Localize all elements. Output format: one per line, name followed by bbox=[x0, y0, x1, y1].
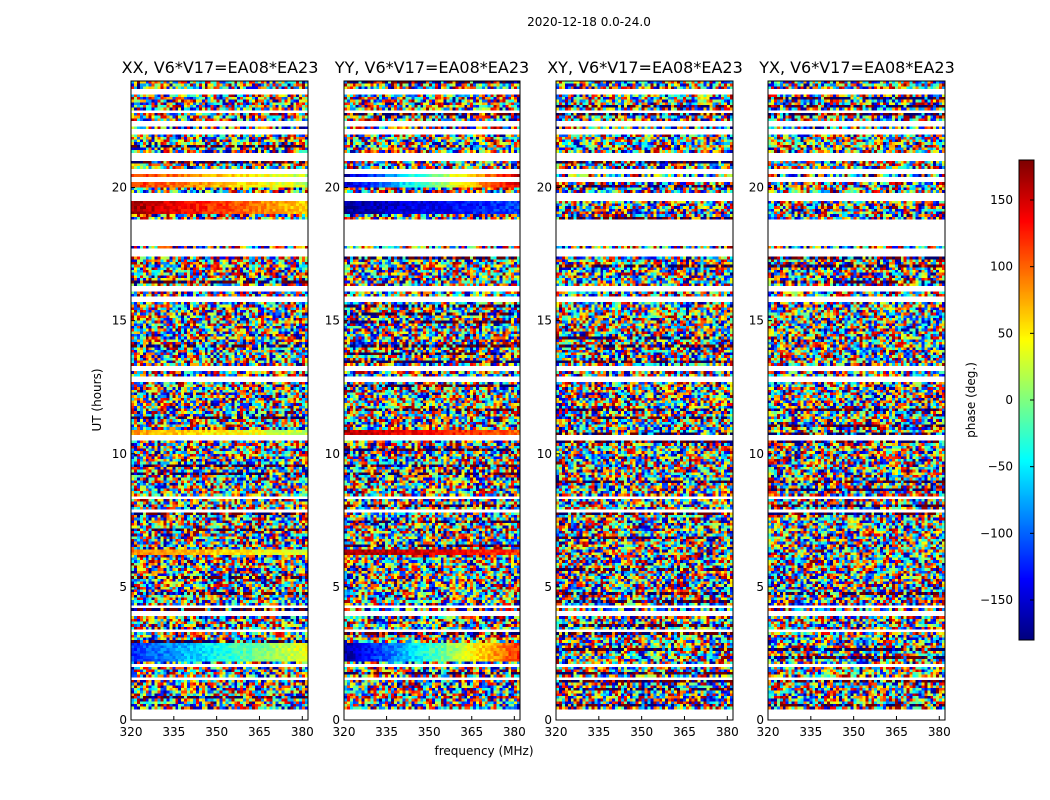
y-tick-label-xx: 5 bbox=[119, 580, 127, 594]
colorbar-tick-label: −150 bbox=[980, 593, 1013, 607]
panel-title-yx: YX, V6*V17=EA08*EA23 bbox=[758, 58, 955, 77]
x-tick-label-xx: 320 bbox=[120, 725, 143, 739]
heatmap-image-yx bbox=[768, 81, 945, 720]
y-tick-label-yx: 5 bbox=[756, 580, 764, 594]
x-tick-label-xy: 320 bbox=[545, 725, 568, 739]
x-tick-label-yy: 335 bbox=[375, 725, 398, 739]
figure-title: 2020-12-18 0.0-24.0 bbox=[527, 15, 651, 29]
x-tick-label-yx: 365 bbox=[885, 725, 908, 739]
axes-frame-yy bbox=[343, 80, 521, 721]
y-tick-label-xy: 20 bbox=[537, 181, 552, 195]
heatmap-image-xy bbox=[556, 81, 733, 720]
colorbar-label: phase (deg.) bbox=[964, 362, 978, 438]
colorbar-tick-label: 100 bbox=[990, 260, 1013, 274]
panel-title-xx: XX, V6*V17=EA08*EA23 bbox=[122, 58, 319, 77]
y-axis-label: UT (hours) bbox=[90, 368, 104, 431]
x-tick-label-yx: 350 bbox=[842, 725, 865, 739]
y-tick-label-xy: 0 bbox=[544, 713, 552, 727]
x-tick-label-xx: 335 bbox=[162, 725, 185, 739]
x-axis-label: frequency (MHz) bbox=[434, 744, 533, 758]
panel-xy: XY, V6*V17=EA08*EA23 bbox=[547, 58, 743, 721]
y-tick-label-yy: 20 bbox=[325, 181, 340, 195]
y-tick-label-xx: 10 bbox=[112, 447, 127, 461]
heatmap-image-xx bbox=[131, 81, 308, 720]
colorbar: phase (deg.) bbox=[964, 159, 1035, 641]
colorbar-gradient bbox=[1019, 160, 1034, 640]
x-tick-label-xy: 365 bbox=[673, 725, 696, 739]
panel-yy: YY, V6*V17=EA08*EA23 bbox=[334, 58, 529, 721]
panel-title-yy: YY, V6*V17=EA08*EA23 bbox=[334, 58, 529, 77]
y-tick-label-yx: 0 bbox=[756, 713, 764, 727]
axes-frame-xx bbox=[130, 80, 309, 721]
panel-xx: XX, V6*V17=EA08*EA23 bbox=[122, 58, 319, 721]
x-tick-label-yy: 320 bbox=[333, 725, 356, 739]
x-tick-label-xy: 335 bbox=[587, 725, 610, 739]
y-tick-label-xy: 5 bbox=[544, 580, 552, 594]
y-tick-label-xy: 10 bbox=[537, 447, 552, 461]
colorbar-tick-label: −50 bbox=[988, 460, 1013, 474]
y-tick-label-yx: 15 bbox=[749, 314, 764, 328]
axes-frame-yx bbox=[767, 80, 946, 721]
y-tick-label-yx: 20 bbox=[749, 181, 764, 195]
y-tick-label-yx: 10 bbox=[749, 447, 764, 461]
panel-yx: YX, V6*V17=EA08*EA23 bbox=[758, 58, 955, 721]
x-tick-label-yy: 350 bbox=[418, 725, 441, 739]
y-tick-label-xx: 0 bbox=[119, 713, 127, 727]
colorbar-tick-label: 150 bbox=[990, 193, 1013, 207]
colorbar-tick-label: 50 bbox=[998, 326, 1013, 340]
x-tick-label-xx: 350 bbox=[205, 725, 228, 739]
x-tick-label-yy: 365 bbox=[460, 725, 483, 739]
x-tick-label-xx: 365 bbox=[248, 725, 271, 739]
x-tick-label-xx: 380 bbox=[291, 725, 314, 739]
y-tick-label-yy: 15 bbox=[325, 314, 340, 328]
y-tick-label-xx: 20 bbox=[112, 181, 127, 195]
colorbar-tick-label: −100 bbox=[980, 526, 1013, 540]
axes-frame-xy bbox=[555, 80, 734, 721]
y-tick-label-yy: 0 bbox=[332, 713, 340, 727]
y-tick-label-xy: 15 bbox=[537, 314, 552, 328]
x-tick-label-yx: 335 bbox=[799, 725, 822, 739]
colorbar-tick-label: 0 bbox=[1005, 393, 1013, 407]
x-tick-label-xy: 380 bbox=[716, 725, 739, 739]
panel-title-xy: XY, V6*V17=EA08*EA23 bbox=[547, 58, 743, 77]
x-tick-label-yy: 380 bbox=[503, 725, 526, 739]
y-tick-label-xx: 15 bbox=[112, 314, 127, 328]
x-tick-label-yx: 380 bbox=[928, 725, 951, 739]
tick-overlay: 320 335 350 365 380 0 5 10 15 20 320 335 350 365 380 0 5… bbox=[112, 181, 1034, 739]
x-tick-label-yx: 320 bbox=[757, 725, 780, 739]
heatmap-image-yy bbox=[344, 81, 520, 720]
y-tick-label-yy: 5 bbox=[332, 580, 340, 594]
y-tick-label-yy: 10 bbox=[325, 447, 340, 461]
x-tick-label-xy: 350 bbox=[630, 725, 653, 739]
